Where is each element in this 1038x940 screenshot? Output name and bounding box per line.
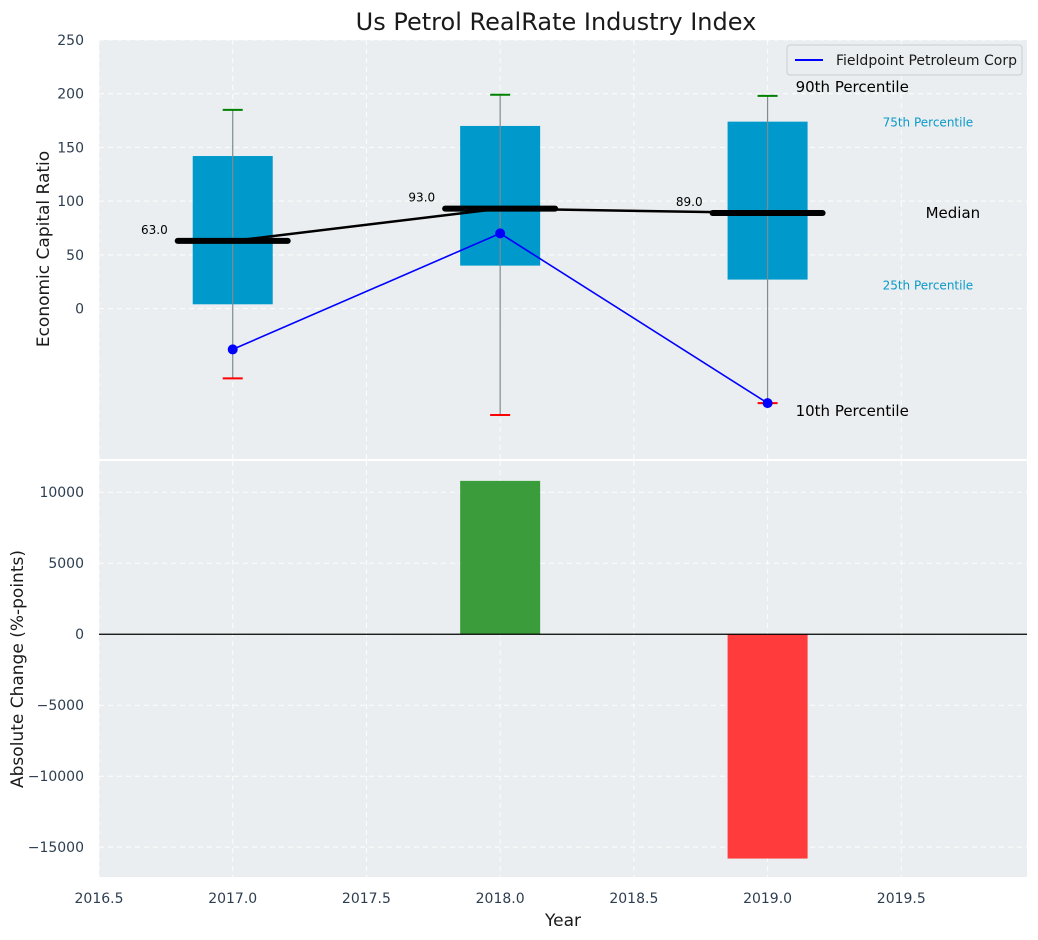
bottom-y-tick-label: −15000: [28, 840, 84, 856]
median-trend-line: [232, 207, 768, 243]
bottom-panel: −15000 −10000 −5000 0 5000 10000 2016.5 2017.0…: [8, 461, 1027, 931]
top-y-tick-label: 150: [57, 140, 84, 156]
company-point: [495, 228, 506, 239]
chart-title: Us Petrol RealRate Industry Index: [356, 8, 757, 36]
annotation-p90: 90th Percentile: [796, 78, 909, 96]
legend: Fieldpoint Petroleum Corp: [786, 44, 1023, 76]
top-y-tick-label: 0: [75, 302, 84, 318]
bottom-y-tick-label: 0: [75, 627, 84, 643]
change-bar: [727, 634, 808, 859]
median-value-label: 89.0: [676, 195, 703, 209]
bottom-plot-background: [99, 461, 1027, 877]
top-y-tick-label: 200: [57, 87, 84, 103]
top-panel: 0 50 100 150 200 250 63.0 93.0 89.0 90th Percen…: [34, 33, 1027, 459]
x-tick-label: 2019.5: [877, 891, 926, 907]
x-tick-label: 2019.0: [743, 891, 792, 907]
annotation-p25: 25th Percentile: [883, 279, 974, 293]
top-y-axis-label: Economic Capital Ratio: [34, 151, 54, 347]
company-point: [227, 344, 238, 355]
x-tick-label: 2018.5: [609, 891, 658, 907]
bottom-y-tick-label: −5000: [37, 698, 84, 714]
x-tick-label: 2017.5: [342, 891, 391, 907]
legend-label: Fieldpoint Petroleum Corp: [836, 53, 1017, 69]
bottom-y-tick-label: 5000: [48, 556, 84, 572]
change-bar: [460, 480, 541, 635]
median-value-label: 63.0: [141, 223, 168, 237]
company-point: [762, 398, 773, 409]
bottom-y-tick-label: 10000: [39, 485, 84, 501]
top-y-tick-label: 100: [57, 194, 84, 210]
x-tick-label: 2017.0: [208, 891, 257, 907]
x-tick-label: 2016.5: [75, 891, 124, 907]
annotation-p75: 75th Percentile: [883, 116, 974, 130]
bottom-y-axis-label: Absolute Change (%-points): [8, 550, 28, 788]
bottom-y-tick-label: −10000: [28, 769, 84, 785]
median-value-label: 93.0: [408, 191, 435, 205]
annotation-median: Median: [926, 204, 981, 222]
top-y-tick-label: 250: [57, 33, 84, 49]
annotation-p10: 10th Percentile: [796, 402, 909, 420]
x-tick-label: 2018.0: [476, 891, 525, 907]
top-y-tick-label: 50: [66, 248, 84, 264]
x-axis-label: Year: [544, 911, 581, 931]
